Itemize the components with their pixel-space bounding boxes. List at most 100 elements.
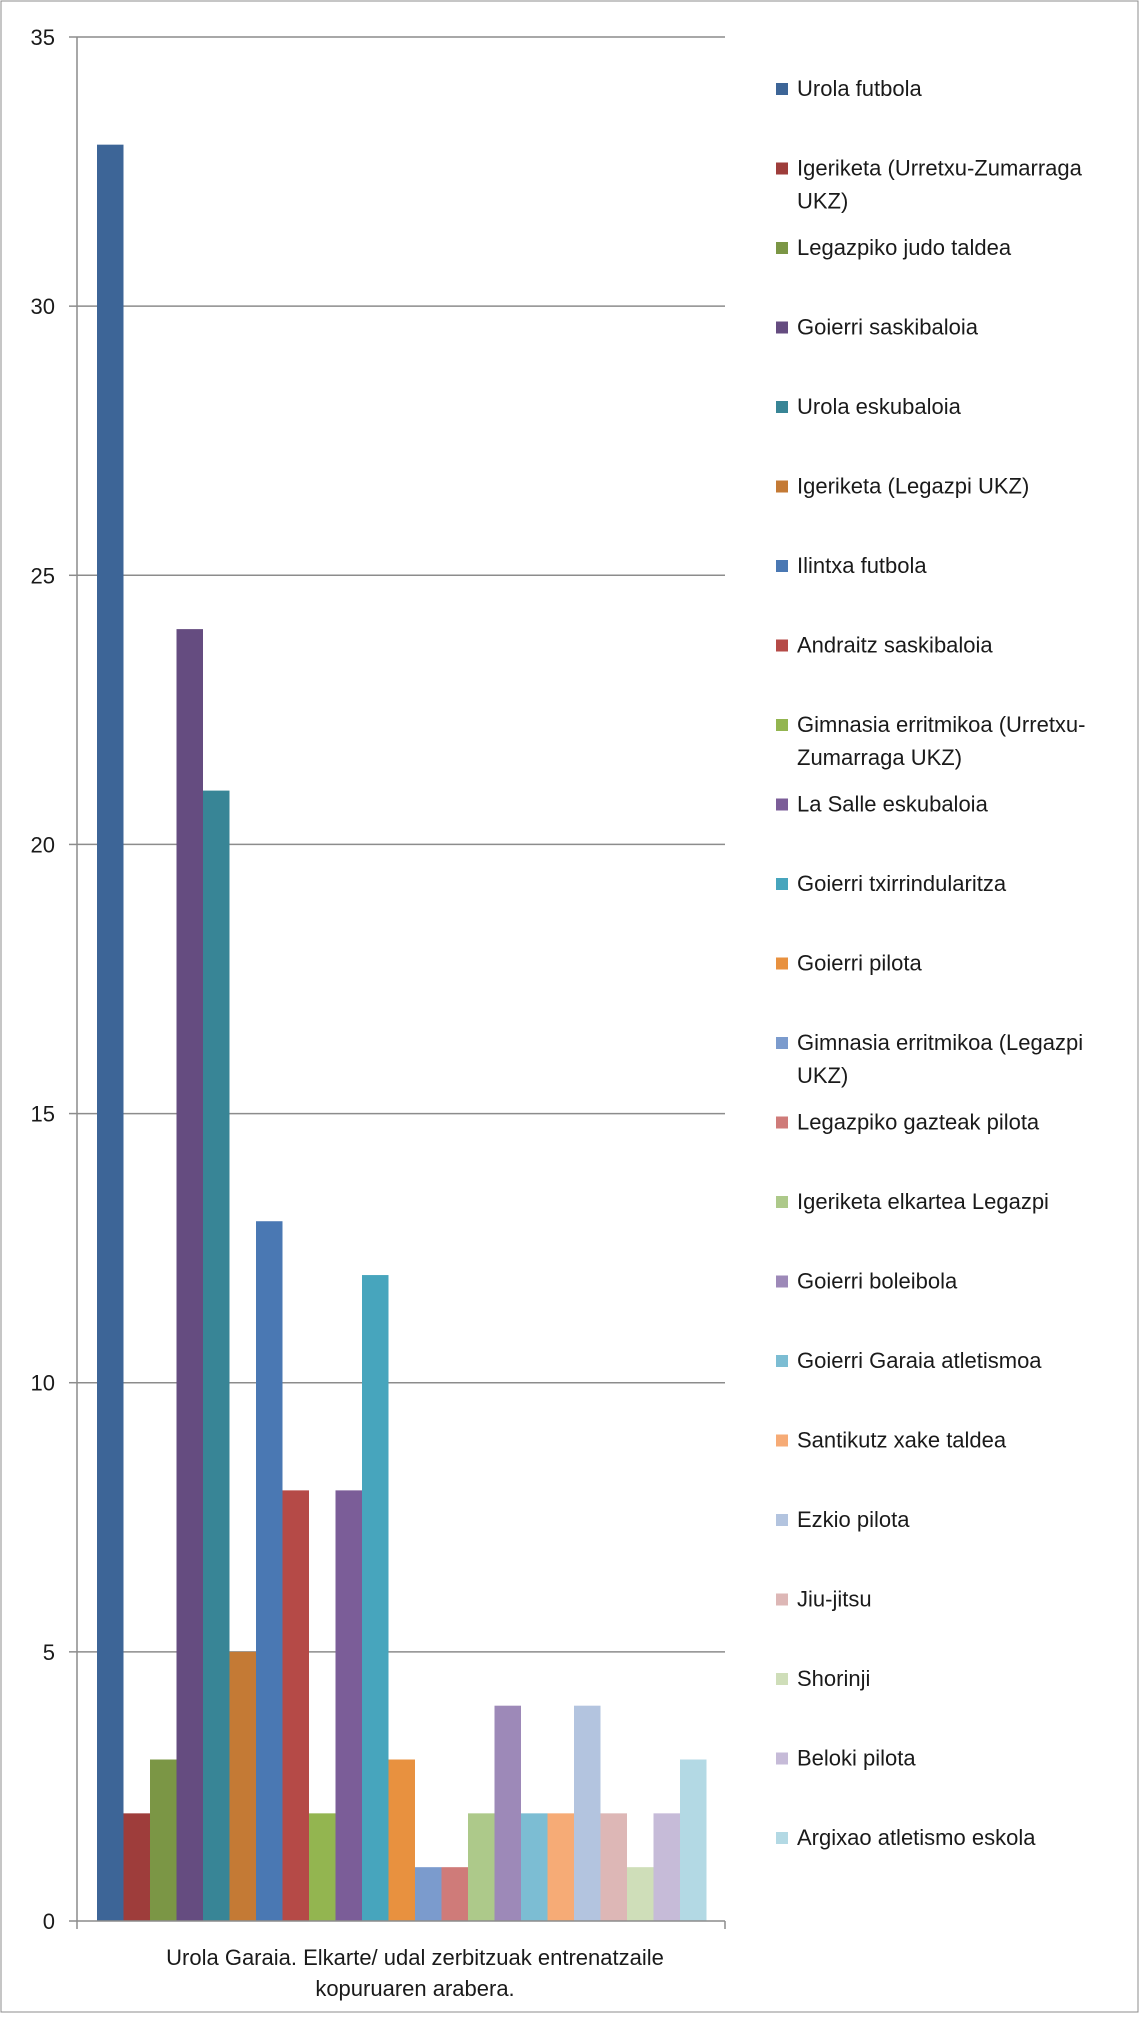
legend-label-line: Argixao atletismo eskola	[797, 1825, 1036, 1850]
bar-7	[256, 1221, 283, 1921]
legend-label: Shorinji	[797, 1666, 870, 1691]
legend-label-line: Beloki pilota	[797, 1746, 916, 1771]
bar-17	[521, 1813, 548, 1921]
legend-swatch	[776, 321, 788, 334]
legend-label: Gimnasia erritmikoa (Legazpi UKZ)	[797, 1030, 1083, 1088]
legend-label: Goierri saskibaloia	[797, 315, 979, 340]
legend-item: Igeriketa (Legazpi UKZ)	[776, 474, 1029, 499]
legend-label-line: Gimnasia erritmikoa (Urretxu-	[797, 712, 1086, 737]
bar-2	[123, 1813, 150, 1921]
legend-swatch	[776, 1275, 788, 1288]
y-tick-label: 35	[31, 25, 55, 50]
x-axis-title-line: Urola Garaia. Elkarte/ udal zerbitzuak e…	[166, 1945, 664, 1970]
legend-swatch	[776, 1752, 788, 1765]
legend-label-line: Legazpiko gazteak pilota	[797, 1110, 1040, 1135]
legend-label: Ezkio pilota	[797, 1507, 910, 1532]
bar-1	[97, 144, 124, 1922]
bar-15	[468, 1813, 495, 1921]
legend-item: Gimnasia erritmikoa (Legazpi UKZ)	[776, 1030, 1083, 1088]
legend-swatch	[776, 1673, 788, 1685]
bar-8	[282, 1490, 309, 1921]
bar-10	[335, 1490, 362, 1921]
legend-label-line: Legazpiko judo taldea	[797, 235, 1012, 260]
legend-item: Goierri saskibaloia	[776, 315, 979, 340]
legend-item: Goierri Garaia atletismoa	[776, 1348, 1042, 1373]
legend-label-line: UKZ)	[797, 189, 848, 214]
legend-label: Igeriketa elkartea Legazpi	[797, 1189, 1049, 1214]
legend-label-line: Urola eskubaloia	[797, 394, 962, 419]
legend-swatch	[776, 1514, 788, 1526]
y-tick-label: 30	[31, 294, 55, 319]
legend-swatch	[776, 560, 788, 572]
legend-swatch	[776, 798, 788, 811]
legend-swatch	[776, 639, 788, 652]
legend-label-line: Urola futbola	[797, 76, 923, 101]
y-tick-label: 5	[43, 1640, 55, 1665]
legend-item: Igeriketa (Urretxu-Zumarraga UKZ)	[776, 156, 1083, 214]
x-axis-title: Urola Garaia. Elkarte/ udal zerbitzuak e…	[166, 1945, 664, 2001]
legend-item: Ezkio pilota	[776, 1507, 910, 1532]
legend-item: Santikutz xake taldea	[776, 1428, 1007, 1453]
bar-11	[362, 1275, 389, 1921]
bars	[97, 144, 707, 1922]
legend-item: Urola futbola	[776, 76, 923, 101]
legend-label: Gimnasia erritmikoa (Urretxu- Zumarraga U…	[797, 712, 1086, 770]
legend-swatch	[776, 1116, 788, 1129]
legend-label: Jiu-jitsu	[797, 1587, 872, 1612]
legend-swatch	[776, 957, 788, 970]
bar-23	[680, 1759, 707, 1921]
legend-item: Shorinji	[776, 1666, 870, 1691]
legend-label: Goierri pilota	[797, 951, 922, 976]
legend-label: Igeriketa (Legazpi UKZ)	[797, 474, 1029, 499]
legend-label-line: Goierri txirrindularitza	[797, 871, 1007, 896]
bar-9	[309, 1813, 336, 1921]
bar-4	[176, 629, 203, 1921]
legend-label: Urola eskubaloia	[797, 394, 962, 419]
y-axis-tick-labels: 0 5 10 15 20 25 30 35	[31, 25, 77, 1934]
legend-label: Goierri boleibola	[797, 1269, 958, 1294]
legend-label: Goierri Garaia atletismoa	[797, 1348, 1042, 1373]
legend-label-line: Goierri saskibaloia	[797, 315, 979, 340]
legend-label-line: Gimnasia erritmikoa (Legazpi	[797, 1030, 1083, 1055]
y-tick-label: 25	[31, 563, 55, 588]
x-axis-title-line: kopuruaren arabera.	[315, 1976, 514, 2001]
legend-label-line: Shorinji	[797, 1666, 870, 1691]
legend-swatch	[776, 1355, 788, 1367]
legend-swatch	[776, 83, 788, 95]
bar-20	[600, 1813, 627, 1921]
legend-label: Andraitz saskibaloia	[797, 633, 993, 658]
legend-item: Goierri boleibola	[776, 1269, 958, 1294]
legend-item: Andraitz saskibaloia	[776, 633, 993, 658]
legend: Urola futbola Igeriketa (Urretxu-Zumarrag…	[776, 76, 1086, 1850]
legend-swatch	[776, 1037, 788, 1049]
legend-swatch	[776, 878, 788, 890]
bar-21	[627, 1867, 654, 1921]
legend-label-line: La Salle eskubaloia	[797, 792, 989, 817]
bar-3	[150, 1759, 177, 1921]
legend-label: Argixao atletismo eskola	[797, 1825, 1036, 1850]
legend-label-line: UKZ)	[797, 1063, 848, 1088]
legend-item: Legazpiko gazteak pilota	[776, 1110, 1040, 1135]
legend-item: Jiu-jitsu	[776, 1587, 872, 1612]
legend-label-line: Goierri pilota	[797, 951, 922, 976]
axes	[76, 37, 726, 1929]
legend-swatch	[776, 1434, 788, 1447]
legend-label: Santikutz xake taldea	[797, 1428, 1007, 1453]
bar-5	[203, 790, 230, 1921]
legend-swatch	[776, 719, 788, 731]
legend-label-line: Andraitz saskibaloia	[797, 633, 993, 658]
legend-item: Gimnasia erritmikoa (Urretxu- Zumarraga U…	[776, 712, 1086, 770]
legend-swatch	[776, 162, 788, 175]
legend-item: La Salle eskubaloia	[776, 792, 989, 817]
y-tick-label: 0	[43, 1909, 55, 1934]
legend-swatch	[776, 1832, 788, 1844]
legend-item: Igeriketa elkartea Legazpi	[776, 1189, 1049, 1214]
legend-label-line: Goierri Garaia atletismoa	[797, 1348, 1042, 1373]
y-tick-label: 20	[31, 832, 55, 857]
bar-6	[229, 1651, 256, 1921]
legend-swatch	[776, 1593, 788, 1606]
bar-12	[388, 1759, 415, 1921]
